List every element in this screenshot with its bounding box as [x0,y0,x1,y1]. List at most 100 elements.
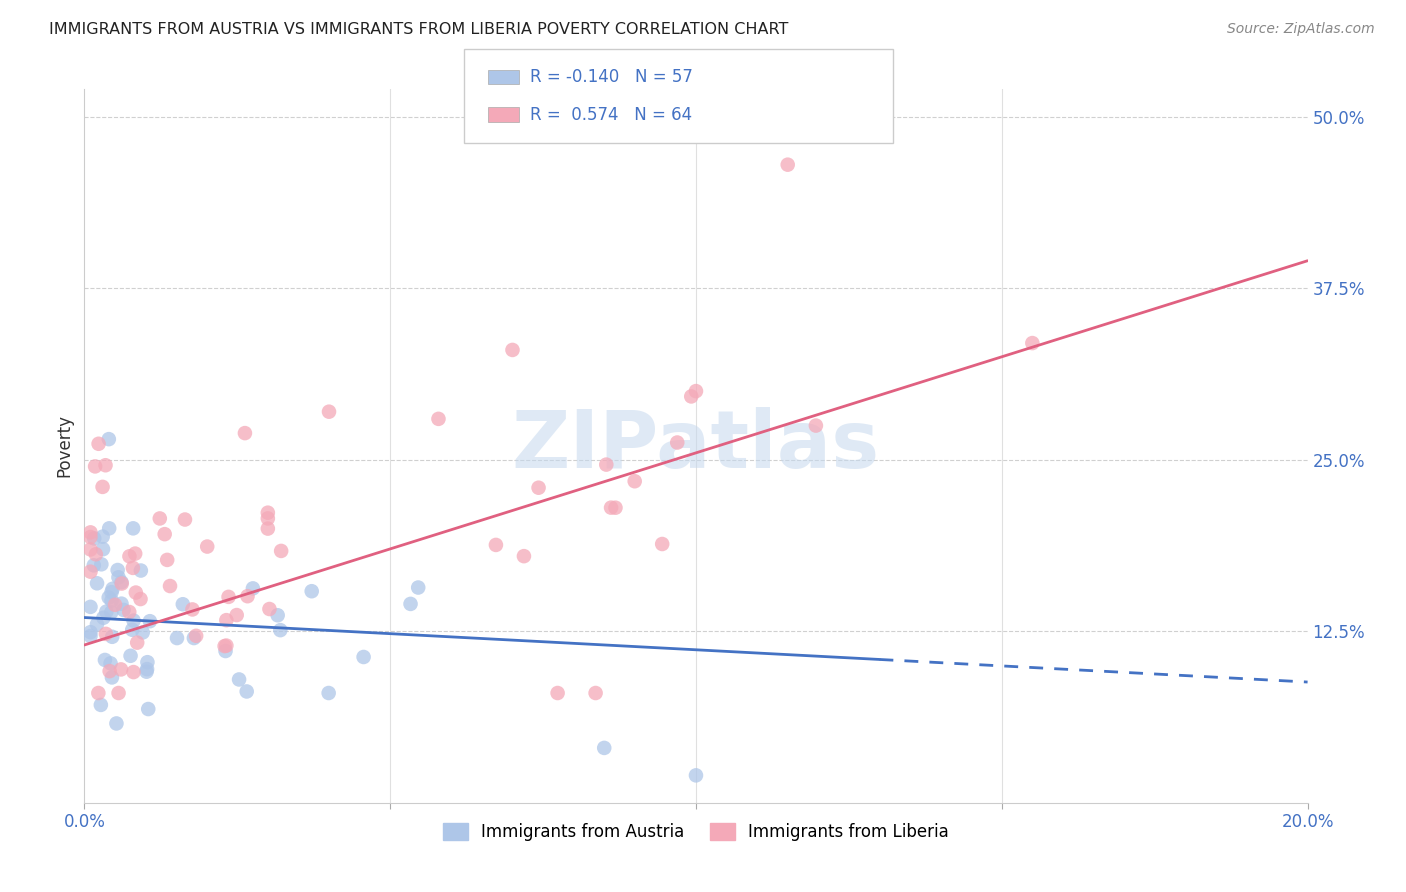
Point [136,655,159,669]
Point [605,500,627,515]
Point [98,664,121,678]
Point [79,599,101,614]
Point [100,585,122,599]
Point [118,605,141,619]
Point [166,631,188,645]
Text: IMMIGRANTS FROM AUSTRIA VS IMMIGRANTS FROM LIBERIA POVERTY CORRELATION CHART: IMMIGRANTS FROM AUSTRIA VS IMMIGRANTS FR… [49,22,789,37]
Point [776,158,799,172]
Point [100,593,122,607]
Point [623,474,645,488]
Text: Source: ZipAtlas.com: Source: ZipAtlas.com [1227,22,1375,37]
Point [159,579,181,593]
Point [86,576,108,591]
Point [233,426,256,441]
Point [585,686,607,700]
Point [681,389,703,403]
Point [804,418,827,433]
Point [485,538,508,552]
Point [353,650,375,665]
Point [527,481,550,495]
Point [87,686,110,700]
Point [427,412,450,426]
Point [666,435,689,450]
Point [100,657,122,671]
Point [139,614,162,628]
Point [125,585,148,599]
Point [94,458,117,473]
Point [110,662,132,676]
Point [91,480,114,494]
Point [98,521,121,535]
Point [172,597,194,611]
Point [301,584,323,599]
Text: ZIPatlas: ZIPatlas [512,407,880,485]
Point [107,570,129,584]
Point [136,662,159,676]
Point [135,665,157,679]
Point [118,549,141,564]
Point [79,542,101,557]
Point [1021,336,1043,351]
Point [269,623,291,637]
Point [107,563,129,577]
Point [685,768,707,782]
Text: R = -0.140   N = 57: R = -0.140 N = 57 [530,69,693,87]
Point [257,522,280,536]
Point [86,617,108,632]
Point [257,511,280,525]
Point [79,530,101,544]
Point [100,606,122,620]
Point [593,740,616,755]
Point [110,575,132,590]
Legend: Immigrants from Austria, Immigrants from Liberia: Immigrants from Austria, Immigrants from… [436,816,956,848]
Point [97,432,120,446]
Point [84,459,107,474]
Point [122,614,145,628]
Point [83,532,105,546]
Point [242,582,264,596]
Point [127,635,149,649]
Point [174,512,197,526]
Point [112,603,135,617]
Point [84,547,107,561]
Point [156,553,179,567]
Point [685,384,707,398]
Point [318,405,340,419]
Point [136,702,159,716]
Point [215,613,238,627]
Point [79,525,101,540]
Point [236,589,259,603]
Point [124,547,146,561]
Point [96,605,118,619]
Point [406,581,429,595]
Point [90,558,112,572]
Point [110,597,132,611]
Point [195,540,218,554]
Point [266,608,288,623]
Point [101,630,124,644]
Point [153,527,176,541]
Point [131,625,153,640]
Y-axis label: Poverty: Poverty [55,415,73,477]
Point [186,629,208,643]
Point [91,542,114,557]
Point [595,458,617,472]
Point [129,564,152,578]
Point [122,521,145,535]
Point [318,686,340,700]
Point [215,639,238,653]
Point [183,631,205,645]
Point [93,611,115,625]
Point [94,653,117,667]
Point [90,698,112,712]
Point [122,665,145,679]
Point [257,506,280,520]
Point [101,582,124,596]
Point [600,500,623,515]
Point [218,590,240,604]
Point [79,629,101,643]
Point [235,684,257,698]
Point [83,558,105,573]
Point [547,686,569,700]
Point [111,576,134,591]
